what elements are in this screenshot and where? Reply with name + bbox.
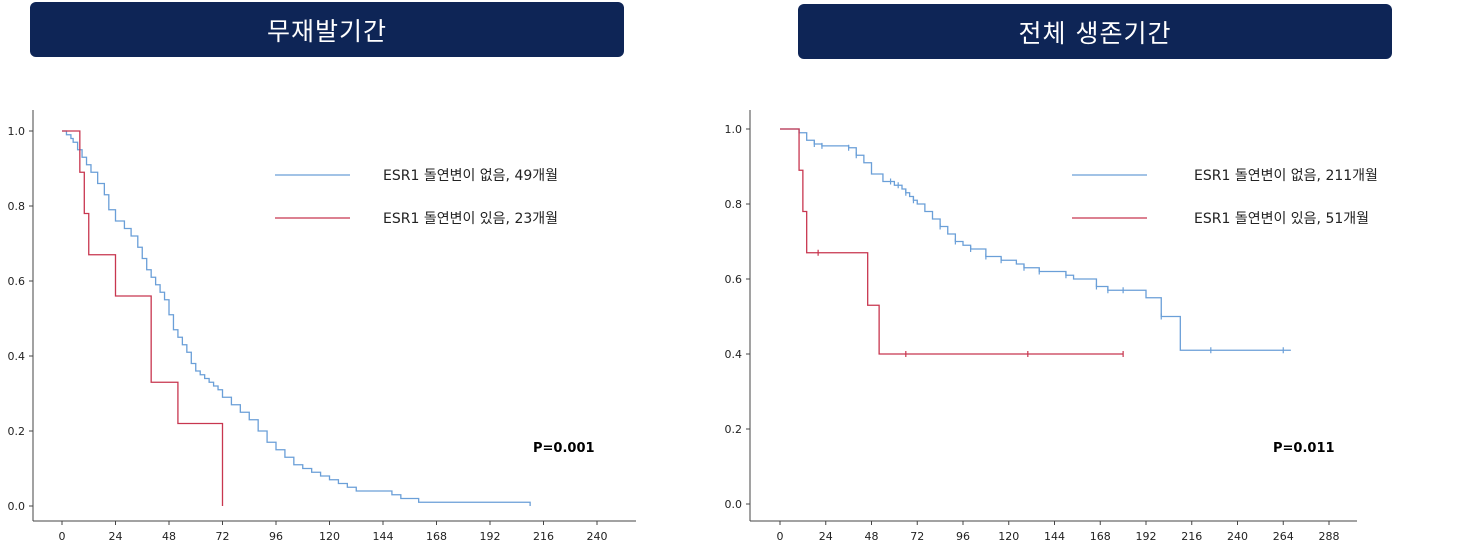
x-tick-label-1-1: 24 [819,530,833,543]
x-tick-label-0-5: 120 [319,530,340,543]
y-tick-label-0-5: 1.0 [8,125,26,138]
x-tick-label-0-7: 168 [426,530,447,543]
x-tick-label-1-4: 96 [956,530,970,543]
title-recurrence-free: 무재발기간 [30,2,624,57]
x-tick-label-0-8: 192 [480,530,501,543]
x-tick-label-0-9: 216 [533,530,554,543]
x-tick-label-0-6: 144 [373,530,394,543]
y-tick-label-1-1: 0.2 [725,423,743,436]
y-tick-label-1-3: 0.6 [725,273,743,286]
x-tick-label-1-3: 72 [910,530,924,543]
y-tick-label-0-1: 0.2 [8,425,26,438]
legend-label-0-0: ESR1 돌연변이 없음, 49개월 [383,168,558,184]
x-tick-label-0-1: 24 [109,530,123,543]
x-tick-label-1-7: 168 [1090,530,1111,543]
x-tick-label-1-2: 48 [865,530,879,543]
x-tick-label-0-4: 96 [269,530,283,543]
x-tick-label-1-12: 288 [1319,530,1340,543]
y-tick-label-1-5: 1.0 [725,123,743,136]
x-tick-label-0-2: 48 [162,530,176,543]
p-value-0: P=0.001 [533,441,595,456]
x-tick-label-0-3: 72 [216,530,230,543]
x-tick-label-1-5: 120 [998,530,1019,543]
x-tick-label-1-0: 0 [777,530,784,543]
legend-label-0-1: ESR1 돌연변이 있음, 23개월 [383,211,558,227]
series-line-0-0 [62,130,531,506]
series-line-0-1 [62,130,224,506]
x-tick-label-1-8: 192 [1136,530,1157,543]
y-tick-label-1-2: 0.4 [725,348,743,361]
x-tick-label-0-10: 240 [587,530,608,543]
y-tick-label-0-0: 0.0 [8,500,26,513]
x-tick-label-1-9: 216 [1181,530,1202,543]
series-line-1-0 [780,128,1291,351]
y-tick-label-0-2: 0.4 [8,350,26,363]
y-tick-label-1-4: 0.8 [725,198,743,211]
x-tick-label-1-10: 240 [1227,530,1248,543]
legend-label-1-0: ESR1 돌연변이 없음, 211개월 [1194,168,1378,184]
y-tick-label-0-4: 0.8 [8,200,26,213]
x-tick-label-1-11: 264 [1273,530,1294,543]
series-line-1-1 [780,128,1124,355]
x-tick-label-1-6: 144 [1044,530,1065,543]
y-tick-label-0-3: 0.6 [8,275,26,288]
x-tick-label-0-0: 0 [59,530,66,543]
title-overall-survival: 전체 생존기간 [798,4,1392,59]
p-value-1: P=0.011 [1273,441,1335,456]
y-tick-label-1-0: 0.0 [725,498,743,511]
legend-label-1-1: ESR1 돌연변이 있음, 51개월 [1194,211,1369,227]
